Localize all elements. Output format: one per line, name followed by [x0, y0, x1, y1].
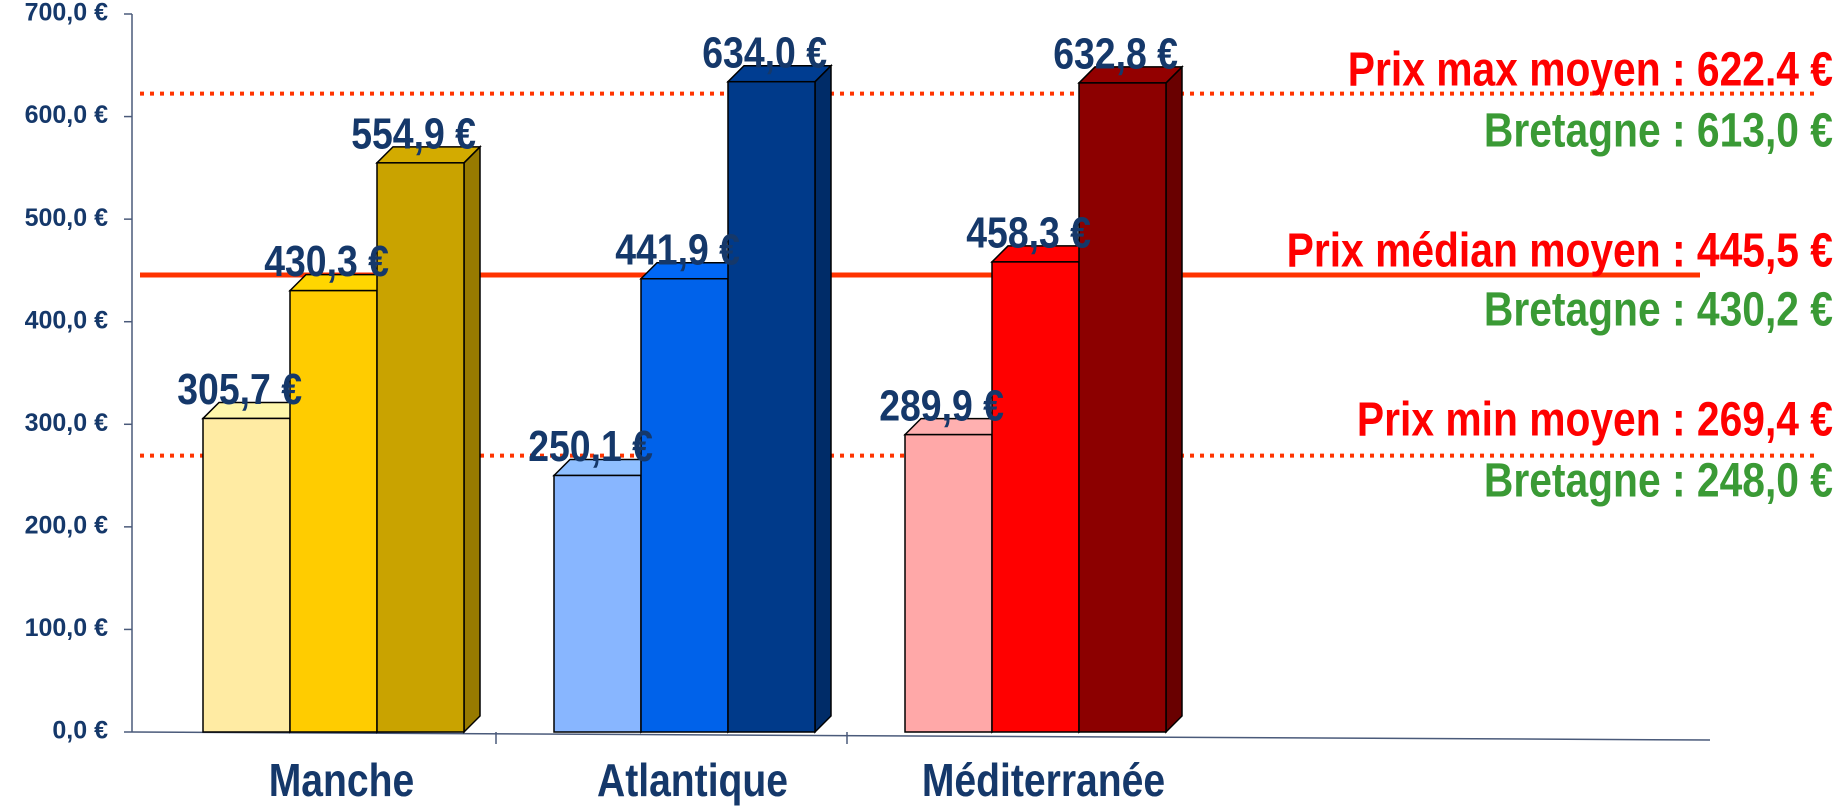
- x-tick-label: Atlantique: [597, 755, 788, 807]
- reference-label: Prix max moyen : 622.4 €: [1348, 44, 1833, 97]
- bar: [289, 289, 378, 733]
- reference-note: Bretagne : 613,0 €: [1484, 105, 1833, 158]
- y-tick-label: 200,0 €: [25, 511, 109, 539]
- bar: [640, 277, 729, 733]
- value-label: 458,3 €: [966, 208, 1091, 258]
- y-tick-label: 500,0 €: [25, 204, 109, 232]
- y-tick-label: 0,0 €: [52, 717, 108, 745]
- bar: [553, 474, 642, 733]
- y-tick-label: 400,0 €: [25, 306, 109, 334]
- bar-side: [1165, 65, 1183, 734]
- x-tick-label: Méditerranée: [922, 755, 1165, 807]
- bar-side: [463, 145, 481, 734]
- bar: [727, 80, 816, 733]
- value-label: 430,3 €: [264, 236, 389, 286]
- value-label: 554,9 €: [351, 109, 476, 159]
- y-tick-label: 100,0 €: [25, 614, 109, 642]
- y-tick-label: 300,0 €: [25, 409, 109, 437]
- bar: [1078, 82, 1167, 733]
- value-label: 305,7 €: [177, 364, 302, 414]
- bar: [376, 162, 465, 733]
- y-tick-label: 600,0 €: [25, 101, 109, 129]
- value-label: 634,0 €: [702, 27, 827, 77]
- reference-note: Bretagne : 430,2 €: [1484, 284, 1833, 337]
- value-label: 441,9 €: [615, 224, 740, 274]
- bar: [202, 417, 291, 733]
- bar: [991, 261, 1080, 733]
- bar-side: [814, 63, 832, 734]
- value-label: 250,1 €: [528, 421, 653, 471]
- value-label: 289,9 €: [879, 380, 1004, 430]
- reference-note: Bretagne : 248,0 €: [1484, 455, 1833, 508]
- x-tick-label: Manche: [269, 755, 415, 807]
- reference-label: Prix médian moyen : 445,5 €: [1287, 225, 1833, 278]
- bar: [904, 433, 993, 733]
- x-axis: [131, 731, 1711, 741]
- reference-label: Prix min moyen : 269,4 €: [1357, 394, 1833, 447]
- y-tick-label: 700,0 €: [25, 0, 109, 27]
- value-label: 632,8 €: [1053, 29, 1178, 79]
